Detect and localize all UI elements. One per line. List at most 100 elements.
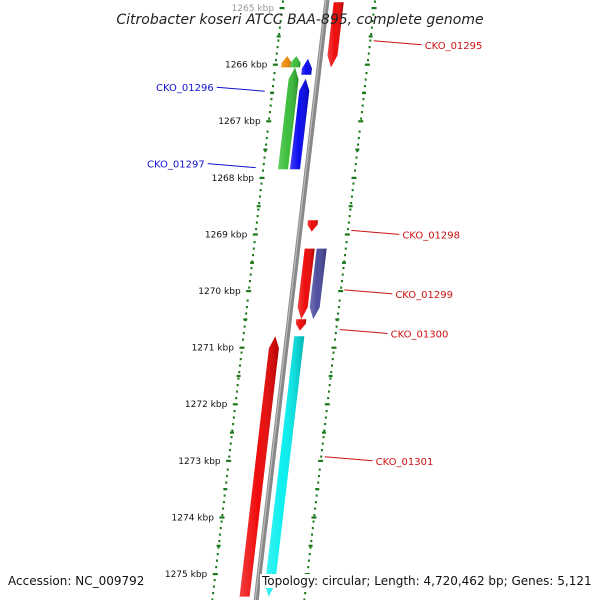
scale-dot bbox=[245, 306, 248, 309]
scale-dot bbox=[321, 442, 324, 445]
gene-leader-line bbox=[324, 456, 373, 462]
scale-dot bbox=[273, 72, 276, 75]
tick-label: 1271 kbp bbox=[192, 344, 235, 354]
scale-dot bbox=[248, 280, 251, 283]
scale-dot bbox=[264, 150, 267, 153]
scale-tick bbox=[338, 290, 344, 293]
scale-dot bbox=[228, 455, 231, 458]
scale-dot bbox=[355, 156, 358, 159]
scale-dot bbox=[266, 130, 269, 133]
scale-dot bbox=[212, 585, 215, 588]
scale-dot bbox=[275, 59, 278, 62]
scale-dot bbox=[370, 33, 373, 36]
scale-dot bbox=[307, 559, 310, 562]
scale-dot bbox=[216, 553, 219, 556]
scale-tick bbox=[364, 63, 370, 66]
topology-text: Topology: circular; Length: 4,720,462 bp… bbox=[260, 574, 592, 588]
scale-tick bbox=[371, 7, 377, 10]
gene-feature-shading bbox=[301, 58, 312, 75]
scale-dot bbox=[345, 241, 348, 244]
gene-leader-line bbox=[207, 163, 256, 169]
accession-text: Accession: NC_009792 bbox=[8, 574, 147, 588]
scale-tick bbox=[324, 403, 330, 406]
scale-dot bbox=[260, 182, 263, 185]
scale-dot bbox=[329, 377, 332, 380]
scale-tick bbox=[311, 516, 317, 519]
scale-dot bbox=[363, 85, 366, 88]
scale-tick bbox=[321, 431, 326, 434]
scale-dot bbox=[232, 423, 235, 426]
scale-dot bbox=[226, 468, 229, 471]
gene-feature-shading bbox=[278, 67, 299, 170]
scale-tick bbox=[246, 290, 252, 293]
scale-dot bbox=[307, 566, 310, 569]
scale-dot bbox=[243, 325, 246, 328]
scale-dot bbox=[357, 143, 360, 146]
gene-features bbox=[239, 2, 344, 597]
scale-dot bbox=[246, 299, 249, 302]
scale-dot bbox=[256, 215, 259, 218]
gene-leader-line bbox=[339, 328, 388, 334]
scale-dot bbox=[361, 104, 364, 107]
scale-dot bbox=[313, 514, 316, 517]
scale-dot bbox=[343, 260, 346, 263]
scale-dot bbox=[262, 163, 265, 166]
gene-label: CKO_01299 bbox=[395, 290, 453, 301]
scale-tick bbox=[342, 261, 347, 264]
scale-dot bbox=[215, 566, 218, 569]
map-title: Citrobacter koseri ATCC BAA-895, complet… bbox=[116, 12, 483, 28]
scale-dot bbox=[337, 312, 340, 315]
scale-dot bbox=[238, 364, 241, 367]
scale-dot bbox=[341, 273, 344, 276]
scale-dot bbox=[279, 20, 282, 23]
gene-feature-shading bbox=[295, 319, 307, 331]
scale-dot bbox=[249, 273, 252, 276]
scale-dot bbox=[278, 33, 281, 36]
scale-dot bbox=[330, 371, 333, 374]
scale-tick bbox=[212, 573, 218, 576]
scale-dot bbox=[259, 189, 262, 192]
tick-label: 1267 kbp bbox=[218, 117, 261, 127]
scale-dot bbox=[327, 390, 330, 393]
scale-dot bbox=[372, 13, 375, 16]
gene-label: CKO_01301 bbox=[376, 457, 434, 468]
scale-dot bbox=[236, 384, 239, 387]
scale-dot bbox=[257, 208, 260, 211]
scale-dot bbox=[242, 332, 245, 335]
scale-dot bbox=[263, 156, 266, 159]
scale-dot bbox=[211, 598, 214, 600]
scale-tick bbox=[348, 205, 353, 208]
scale-dot bbox=[225, 475, 228, 478]
scale-tick bbox=[216, 544, 221, 547]
scale-dot bbox=[215, 559, 218, 562]
scale-tick bbox=[308, 544, 313, 547]
scale-dot bbox=[338, 299, 341, 302]
scale-dot bbox=[344, 254, 347, 257]
scale-dot bbox=[323, 429, 326, 432]
scale-dot bbox=[331, 358, 334, 361]
scale-tick bbox=[266, 120, 272, 123]
scale-dot bbox=[278, 26, 281, 29]
tick-label: 1266 kbp bbox=[225, 61, 268, 71]
scale-tick bbox=[351, 176, 357, 179]
scale-dot bbox=[240, 351, 243, 354]
scale-dot bbox=[255, 221, 258, 224]
scale-dot bbox=[367, 59, 370, 62]
scale-ticks: 1265 kbp 1266 kbp 1267 kbp 1268 kbp 1269 kbp… bbox=[165, 0, 377, 600]
scale-dot bbox=[337, 306, 340, 309]
scale-dot bbox=[281, 0, 284, 3]
tick-label: 1265 kbp bbox=[232, 4, 275, 14]
scale-dot bbox=[360, 117, 363, 120]
scale-dot bbox=[351, 189, 354, 192]
gene-leader-line bbox=[344, 289, 393, 295]
gene-labels: CKO_01295 CKO_01296 CKO_01297 CKO_01298 CKO_… bbox=[147, 40, 482, 468]
scale-dot bbox=[237, 377, 240, 380]
scale-dot bbox=[225, 481, 228, 484]
scale-tick bbox=[259, 176, 265, 179]
scale-dot bbox=[213, 579, 216, 582]
gene-label: CKO_01296 bbox=[156, 83, 214, 94]
scale-dot bbox=[212, 592, 215, 595]
gene-label: CKO_01298 bbox=[402, 230, 460, 241]
scale-dot bbox=[221, 514, 224, 517]
